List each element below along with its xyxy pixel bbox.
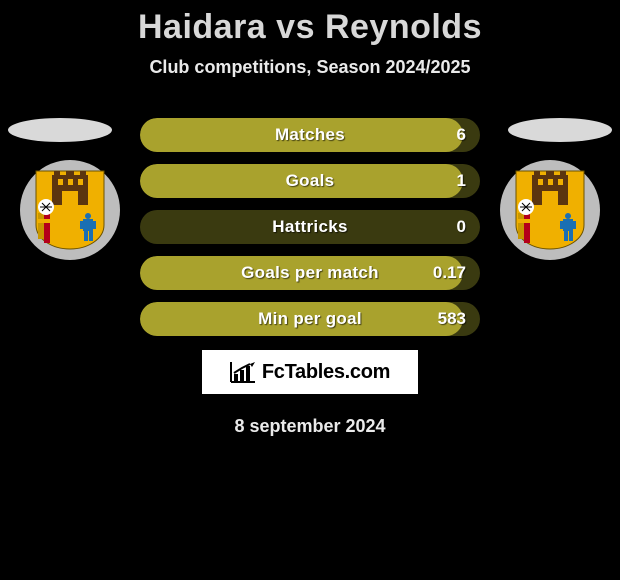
bar-chart-icon <box>230 361 256 383</box>
stat-value: 583 <box>438 302 466 336</box>
brand-box[interactable]: FcTables.com <box>202 350 418 394</box>
stat-label: Goals per match <box>140 256 480 290</box>
left-shadow-ellipse <box>8 118 112 142</box>
vs-label: vs <box>276 8 315 46</box>
club-crest-icon <box>512 169 588 251</box>
brand-text: FcTables.com <box>262 361 390 384</box>
date-label: 8 september 2024 <box>0 416 620 437</box>
stat-value: 6 <box>457 118 466 152</box>
infographic-root: Haidara vs Reynolds Club competitions, S… <box>0 0 620 437</box>
page-title: Haidara vs Reynolds <box>0 8 620 47</box>
stat-label: Matches <box>140 118 480 152</box>
stat-label: Hattricks <box>140 210 480 244</box>
stat-value: 1 <box>457 164 466 198</box>
stat-bar: Goals1 <box>140 164 480 198</box>
stat-label: Min per goal <box>140 302 480 336</box>
stat-bars-container: Matches6Goals1Hattricks0Goals per match0… <box>140 118 480 336</box>
stat-bar: Goals per match0.17 <box>140 256 480 290</box>
stat-label: Goals <box>140 164 480 198</box>
club-crest-icon <box>32 169 108 251</box>
stat-bar: Min per goal583 <box>140 302 480 336</box>
player2-club-crest <box>500 160 600 260</box>
player1-name: Haidara <box>138 8 266 46</box>
stat-value: 0 <box>457 210 466 244</box>
stat-bar: Matches6 <box>140 118 480 152</box>
right-shadow-ellipse <box>508 118 612 142</box>
stat-bar: Hattricks0 <box>140 210 480 244</box>
player2-name: Reynolds <box>325 8 482 46</box>
comparison-stage: Matches6Goals1Hattricks0Goals per match0… <box>0 118 620 437</box>
stat-value: 0.17 <box>433 256 466 290</box>
player1-club-crest <box>20 160 120 260</box>
subtitle: Club competitions, Season 2024/2025 <box>0 57 620 78</box>
